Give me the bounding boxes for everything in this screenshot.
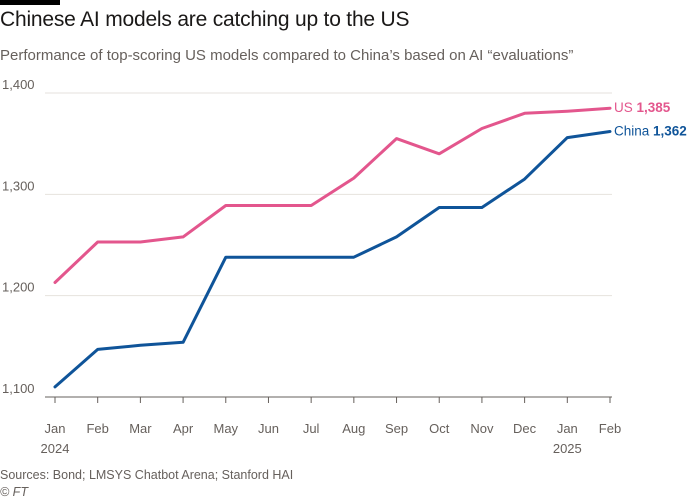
x-tick-label: Dec [513,421,537,436]
x-tick-label: Jun [258,421,279,436]
end-label-value: 1,385 [637,100,671,115]
end-label-china: China 1,362 [614,124,687,139]
x-tick-label: Jan [557,421,578,436]
x-tick-label: Sep [385,421,408,436]
x-tick-label: Aug [342,421,365,436]
x-year-label: 2024 [41,441,70,456]
y-tick-label: 1,200 [2,280,35,295]
label-layer: 1,100 1,200 1,300 1,400 Jan Feb Mar Apr May Jun Ju… [2,77,687,456]
copyright-note: © FT [0,485,28,499]
series-line-us [53,106,612,284]
x-tick-label: Nov [470,421,494,436]
end-label-series-name: China [614,124,653,139]
y-tick-label: 1,300 [2,178,35,193]
sources-note: Sources: Bond; LMSYS Chatbot Arena; Stan… [0,468,294,482]
x-tick-label: Jul [303,421,320,436]
x-tick-label: Feb [599,421,621,436]
x-tick-label: Mar [129,421,152,436]
chart-subtitle: Performance of top-scoring US models com… [0,47,574,64]
x-year-label: 2025 [553,441,582,456]
series-line-china [53,130,612,389]
x-axis [54,397,611,403]
end-label-series-name: US [614,100,637,115]
end-label-value: 1,362 [653,124,687,139]
grid-layer [45,92,612,398]
brand-bar [0,0,60,5]
x-tick-label: Apr [173,421,194,436]
x-tick-label: Oct [429,421,450,436]
x-tick-label: May [213,421,238,436]
x-tick-label: Feb [86,421,108,436]
x-tick-label: Jan [45,421,66,436]
y-tick-label: 1,400 [2,77,35,92]
series-layer [53,106,612,389]
y-tick-label: 1,100 [2,381,35,396]
end-label-us: US 1,385 [614,100,671,115]
chart-title: Chinese AI models are catching up to the… [0,8,410,31]
